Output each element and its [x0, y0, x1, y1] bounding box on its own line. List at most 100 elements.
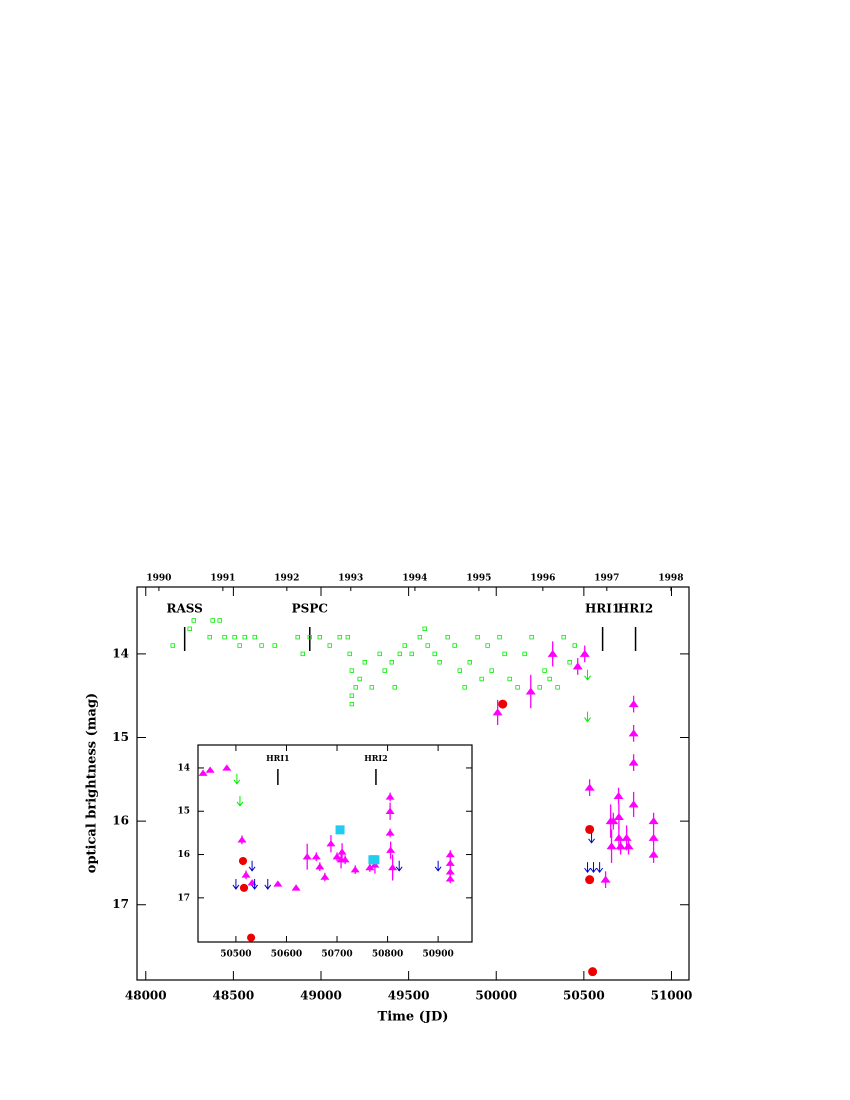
point	[385, 807, 395, 814]
point	[349, 693, 355, 698]
point	[628, 758, 639, 766]
x-tick-label: 48500	[213, 989, 255, 1003]
point	[445, 859, 455, 866]
annotation: PSPC	[292, 602, 328, 616]
upper-limit	[232, 878, 240, 890]
point	[247, 933, 256, 942]
point	[327, 643, 332, 648]
x2-tick-label: 1992	[274, 574, 299, 584]
point	[205, 766, 215, 773]
point	[307, 634, 312, 640]
x2-tick-label: 1998	[658, 574, 683, 584]
point	[489, 668, 494, 673]
x-tick-label: 50900	[422, 950, 453, 960]
x2-tick-label: 1994	[402, 574, 427, 584]
point	[445, 850, 455, 858]
point	[242, 634, 247, 640]
point	[198, 769, 208, 776]
point	[547, 676, 552, 682]
point	[217, 618, 222, 623]
point	[335, 825, 345, 835]
point	[572, 643, 577, 648]
point	[385, 793, 395, 800]
point	[238, 856, 248, 866]
point	[502, 651, 507, 657]
point	[273, 880, 283, 887]
point	[272, 643, 277, 648]
point	[462, 685, 467, 690]
x-tick-label: 49000	[300, 989, 342, 1003]
point	[207, 634, 212, 640]
point	[300, 651, 305, 657]
point	[452, 643, 457, 648]
point	[542, 668, 547, 673]
point	[295, 634, 300, 640]
point	[210, 618, 215, 623]
point	[349, 668, 355, 673]
point	[377, 651, 382, 657]
point	[386, 846, 396, 853]
x-tick-label: 50000	[475, 989, 517, 1003]
point	[170, 643, 175, 648]
x-tick-label: 50700	[321, 950, 352, 960]
upper-limit	[248, 860, 256, 872]
point	[547, 649, 558, 657]
point	[326, 840, 336, 847]
point	[497, 634, 502, 640]
point	[320, 873, 330, 880]
upper-limit	[233, 773, 241, 785]
point	[613, 833, 624, 841]
y-tick-label: 17	[177, 893, 190, 903]
point	[369, 685, 375, 690]
point	[370, 861, 380, 868]
point	[529, 634, 534, 640]
upper-limit	[596, 862, 604, 873]
point	[237, 836, 247, 843]
point	[561, 634, 566, 640]
point	[572, 662, 583, 670]
point	[628, 729, 639, 737]
annotation: HRI1	[585, 602, 620, 616]
point	[485, 643, 490, 648]
point	[628, 700, 639, 708]
annotation: HRI1	[266, 753, 290, 763]
point	[311, 853, 321, 860]
point	[608, 817, 619, 825]
point	[584, 783, 595, 791]
x-tick-label: 48000	[125, 989, 167, 1003]
x2-tick-label: 1991	[210, 574, 235, 584]
upper-limit	[434, 860, 442, 872]
point	[648, 817, 659, 825]
annotation: RASS	[166, 602, 202, 616]
x2-tick-label: 1996	[530, 574, 555, 584]
point	[615, 842, 626, 850]
point	[648, 850, 659, 858]
point	[357, 676, 362, 682]
upper-limit	[590, 862, 597, 873]
upper-limit	[584, 711, 591, 723]
x-tick-label: 50500	[220, 950, 251, 960]
point	[317, 634, 322, 640]
point	[606, 842, 617, 850]
point	[613, 792, 624, 800]
point	[585, 824, 595, 834]
point	[337, 634, 342, 640]
upper-limit	[588, 832, 595, 844]
point	[648, 833, 659, 841]
point	[222, 764, 232, 771]
point	[588, 967, 598, 977]
point	[432, 651, 437, 657]
point	[402, 643, 407, 648]
point	[237, 643, 242, 648]
point	[389, 660, 394, 665]
point	[222, 634, 227, 640]
y-tick-label: 16	[177, 850, 190, 860]
point	[445, 868, 455, 875]
point	[232, 634, 237, 640]
point	[417, 634, 423, 640]
point	[382, 668, 387, 673]
x2-tick-label: 1997	[594, 574, 619, 584]
point	[507, 676, 512, 682]
point	[628, 800, 639, 808]
